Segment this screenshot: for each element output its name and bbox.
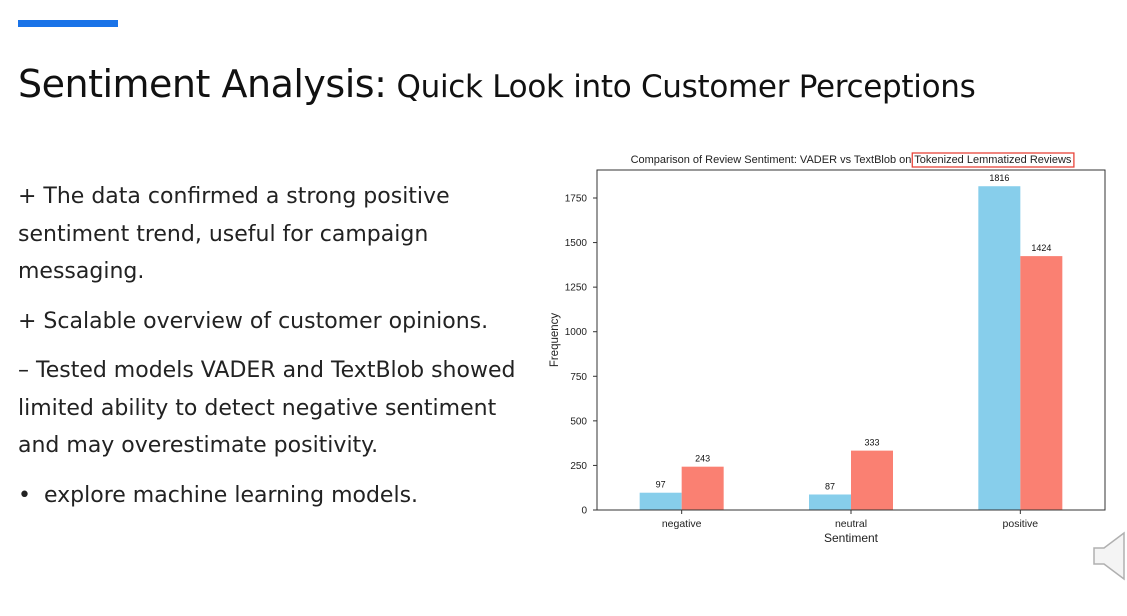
speaker-icon-graphic bbox=[1093, 531, 1125, 581]
chart-title-highlight: Tokenized Lemmatized Reviews bbox=[914, 154, 1072, 166]
bullet-dot: • bbox=[18, 482, 31, 508]
y-tick-label: 1250 bbox=[565, 283, 588, 294]
x-tick-label: neutral bbox=[835, 518, 867, 530]
bullet-item: + The data confirmed a strong positive s… bbox=[18, 184, 450, 284]
chart-svg: 97 243 negative 87 333 neutral 1816 1424 positiv… bbox=[549, 152, 1106, 545]
bullet-item: • explore machine learning models. bbox=[18, 477, 538, 515]
plot-frame bbox=[596, 169, 1106, 511]
y-tick-label: 250 bbox=[570, 461, 587, 472]
x-tick-label: negative bbox=[662, 518, 702, 530]
y-axis-label: Frequency bbox=[549, 313, 561, 368]
y-tick-label: 500 bbox=[570, 416, 587, 427]
bar-value-label: 243 bbox=[695, 454, 710, 464]
y-tick-label: 1750 bbox=[565, 193, 588, 204]
bar bbox=[1020, 256, 1063, 510]
bar bbox=[681, 466, 724, 510]
accent-bar bbox=[18, 20, 118, 27]
bullet-item-text: explore machine learning models. bbox=[44, 482, 419, 508]
chart-title: Comparison of Review Sentiment: VADER vs… bbox=[631, 154, 1072, 166]
bar bbox=[978, 186, 1021, 511]
bar bbox=[851, 450, 893, 510]
bullet-item: – Tested models VADER and TextBlob showe… bbox=[18, 358, 516, 458]
bar bbox=[639, 492, 682, 510]
bullet-item: + Scalable overview of customer opinions… bbox=[18, 308, 489, 334]
y-tick-label: 1000 bbox=[565, 327, 588, 338]
x-axis-label: Sentiment bbox=[824, 531, 879, 545]
title-highlight-box bbox=[911, 152, 1075, 168]
bar-value-label: 1424 bbox=[1031, 243, 1051, 253]
y-tick-label: 1500 bbox=[565, 238, 588, 249]
speaker-icon[interactable] bbox=[1092, 530, 1126, 587]
bar-value-label: 1816 bbox=[989, 173, 1009, 183]
bar-value-label: 97 bbox=[656, 480, 666, 490]
bar bbox=[809, 494, 851, 510]
title-subtitle: Quick Look into Customer Perceptions bbox=[396, 69, 976, 105]
bar-value-label: 87 bbox=[825, 481, 835, 491]
title-main: Sentiment Analysis: bbox=[18, 62, 387, 106]
x-tick-label: positive bbox=[1003, 518, 1039, 530]
bar-value-label: 333 bbox=[864, 438, 879, 448]
chart-title-prefix: Comparison of Review Sentiment: VADER vs… bbox=[631, 154, 915, 166]
slide-title: Sentiment Analysis: Quick Look into Cust… bbox=[18, 62, 976, 106]
y-tick-label: 0 bbox=[581, 506, 587, 517]
y-tick-label: 750 bbox=[570, 372, 587, 383]
bullet-list: + The data confirmed a strong positive s… bbox=[18, 178, 538, 526]
sentiment-chart: 97 243 negative 87 333 neutral 1816 1424 positiv… bbox=[540, 148, 1120, 558]
